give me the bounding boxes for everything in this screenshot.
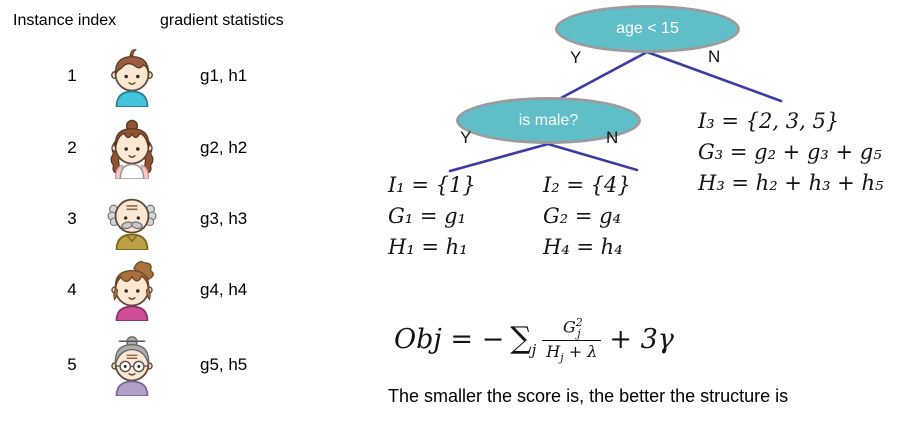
sum-symbol: ∑j (510, 321, 536, 359)
tree-node-is-male: is male? (456, 97, 641, 144)
instance-row: 5 g5, h5 (0, 333, 340, 397)
numerator-exponent: 2 (575, 316, 583, 329)
fraction-numerator: G2j (562, 316, 583, 340)
branch-label-root-no: N (708, 47, 721, 66)
leaf-3-g-sum: G₃ = g₂ + g₃ + g₅ (698, 140, 882, 164)
instance-index: 5 (67, 355, 77, 374)
boy-avatar-icon (111, 49, 153, 107)
instance-index: 1 (67, 66, 77, 85)
gradient-stats-label: g1, h1 (200, 66, 248, 85)
leaf-1-formulas: I₁ = {1} G₁ = g₁ H₁ = h₁ (388, 170, 476, 263)
caption-text: The smaller the score is, the better the… (388, 386, 789, 406)
grandma-avatar-icon (111, 336, 153, 396)
sum-index: j (531, 340, 537, 359)
objective-tail: + 3γ (609, 324, 674, 356)
leaf-3-formulas: I₃ = {2, 3, 5} G₃ = g₂ + g₃ + g₅ H₃ = h₂… (698, 106, 883, 199)
denominator-index: j (560, 350, 564, 364)
tree-node-is-male-label: is male? (518, 111, 579, 129)
gradient-stats-label: g2, h2 (200, 138, 248, 157)
leaf-2-formulas: I₂ = {4} G₂ = g₄ H₄ = h₄ (543, 170, 631, 263)
instance-row: 3 g3, h3 (0, 187, 340, 251)
instance-index: 4 (67, 280, 77, 299)
leaf-2-h-sum: H₄ = h₄ (543, 235, 623, 259)
instance-row: 2 g2, h2 (0, 116, 340, 180)
tree-node-age-label: age < 15 (616, 20, 679, 37)
gradient-stats-label: g5, h5 (200, 355, 248, 374)
instance-index: 2 (67, 138, 77, 157)
instance-index: 3 (67, 209, 77, 228)
instance-row: 4 g4, h4 (0, 258, 340, 322)
sum-glyph: ∑ (510, 320, 532, 356)
old-man-avatar-icon (107, 198, 157, 250)
denominator-lambda: + λ (563, 341, 598, 361)
denominator-base: H (546, 341, 561, 361)
girl-avatar-icon (111, 261, 154, 321)
leaf-2-instance-set: I₂ = {4} (543, 173, 631, 197)
branch-label-root-yes: Y (570, 48, 582, 67)
instance-row: 1 g1, h1 (0, 44, 340, 108)
numerator-base: G (562, 317, 576, 337)
leaf-1-instance-set: I₁ = {1} (388, 173, 476, 197)
objective-lhs: Obj = − (394, 324, 505, 356)
leaf-2-g-sum: G₂ = g₄ (543, 204, 622, 228)
tree-edge-ismale-yes (448, 142, 550, 173)
objective-fraction: G2j Hj + λ (542, 316, 602, 364)
column-header-gradient-statistics: gradient statistics (160, 12, 284, 29)
branch-label-ismale-no: N (606, 128, 619, 147)
gradient-stats-label: g4, h4 (200, 280, 248, 299)
numerator-index: j (577, 326, 581, 340)
column-header-instance-index: Instance index (13, 12, 117, 29)
gradient-stats-label: g3, h3 (200, 209, 248, 228)
objective-formula: Obj = − ∑j G2j Hj + λ + 3γ (394, 316, 674, 364)
young-woman-avatar-icon (110, 119, 154, 179)
leaf-3-instance-set: I₃ = {2, 3, 5} (698, 109, 840, 133)
fraction-denominator: Hj + λ (542, 339, 602, 364)
leaf-1-h-sum: H₁ = h₁ (388, 235, 468, 259)
leaf-3-h-sum: H₃ = h₂ + h₃ + h₅ (698, 171, 884, 195)
tree-node-age: age < 15 (555, 5, 740, 53)
tree-edge-ismale-no (546, 142, 639, 172)
branch-label-ismale-yes: Y (460, 128, 472, 147)
leaf-1-g-sum: G₁ = g₁ (388, 204, 467, 228)
